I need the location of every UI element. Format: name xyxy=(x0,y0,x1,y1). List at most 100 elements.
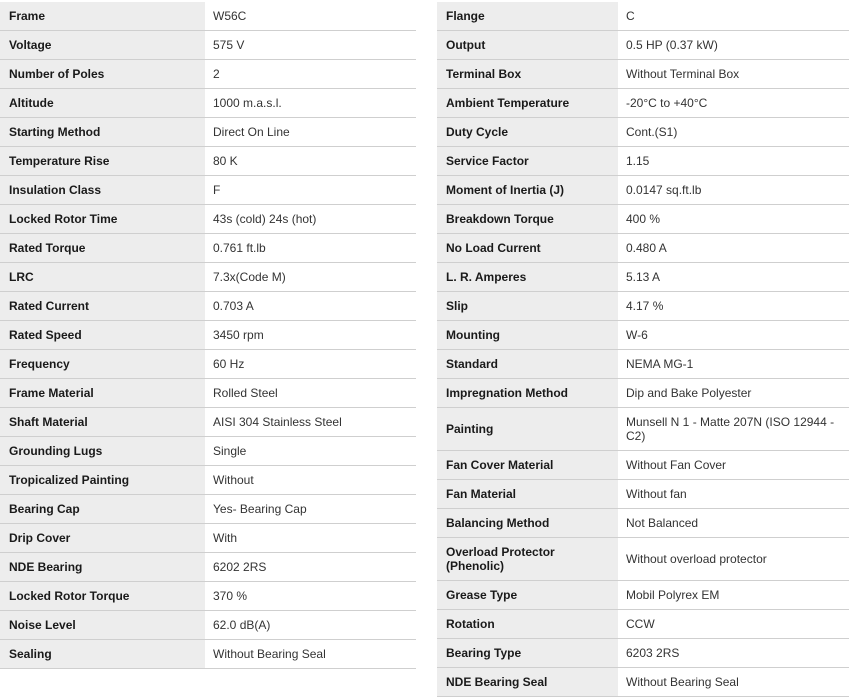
spec-row: Terminal Box Without Terminal Box xyxy=(437,59,849,89)
spec-label: Ambient Temperature xyxy=(437,88,618,118)
spec-label: Frame xyxy=(0,2,205,31)
spec-row: Fan Cover Material Without Fan Cover xyxy=(437,450,849,480)
spec-row: Altitude 1000 m.a.s.l. xyxy=(0,88,416,118)
spec-row: L. R. Amperes 5.13 A xyxy=(437,262,849,292)
spec-row: Voltage 575 V xyxy=(0,30,416,60)
spec-row: LRC 7.3x(Code M) xyxy=(0,262,416,292)
spec-label: Rated Torque xyxy=(0,233,205,263)
spec-value: Single xyxy=(205,436,416,466)
spec-value: 575 V xyxy=(205,30,416,60)
spec-row: Standard NEMA MG-1 xyxy=(437,349,849,379)
spec-value: 43s (cold) 24s (hot) xyxy=(205,204,416,234)
spec-row: Ambient Temperature -20°C to +40°C xyxy=(437,88,849,118)
spec-label: Flange xyxy=(437,2,618,31)
spec-row: Frame Material Rolled Steel xyxy=(0,378,416,408)
spec-row: Drip Cover With xyxy=(0,523,416,553)
spec-value: 60 Hz xyxy=(205,349,416,379)
spec-row: Duty Cycle Cont.(S1) xyxy=(437,117,849,147)
spec-value: Without fan xyxy=(618,479,849,509)
spec-label: Fan Cover Material xyxy=(437,450,618,480)
spec-value: Munsell N 1 - Matte 207N (ISO 12944 - C2… xyxy=(618,407,849,451)
spec-label: NDE Bearing Seal xyxy=(437,667,618,697)
spec-row: Grounding Lugs Single xyxy=(0,436,416,466)
spec-label: Bearing Type xyxy=(437,638,618,668)
spec-value: 0.480 A xyxy=(618,233,849,263)
spec-value: -20°C to +40°C xyxy=(618,88,849,118)
spec-row: Output 0.5 HP (0.37 kW) xyxy=(437,30,849,60)
spec-value: CCW xyxy=(618,609,849,639)
spec-label: Rated Current xyxy=(0,291,205,321)
specs-table-right: Flange C Output 0.5 HP (0.37 kW) Terminal Bo… xyxy=(437,2,849,697)
spec-value: 7.3x(Code M) xyxy=(205,262,416,292)
spec-label: Rated Speed xyxy=(0,320,205,350)
spec-label: Overload Protector (Phenolic) xyxy=(437,537,618,581)
spec-row: NDE Bearing Seal Without Bearing Seal xyxy=(437,667,849,697)
spec-value: Direct On Line xyxy=(205,117,416,147)
spec-row: Shaft Material AISI 304 Stainless Steel xyxy=(0,407,416,437)
spec-value: Without Fan Cover xyxy=(618,450,849,480)
spec-value: Mobil Polyrex EM xyxy=(618,580,849,610)
spec-label: Voltage xyxy=(0,30,205,60)
spec-row: Locked Rotor Torque 370 % xyxy=(0,581,416,611)
spec-label: Moment of Inertia (J) xyxy=(437,175,618,205)
spec-label: Altitude xyxy=(0,88,205,118)
spec-label: No Load Current xyxy=(437,233,618,263)
spec-row: Insulation Class F xyxy=(0,175,416,205)
spec-value: Without Bearing Seal xyxy=(205,639,416,669)
spec-label: Shaft Material xyxy=(0,407,205,437)
spec-row: Service Factor 1.15 xyxy=(437,146,849,176)
spec-value: 370 % xyxy=(205,581,416,611)
spec-value: 4.17 % xyxy=(618,291,849,321)
spec-label: Grease Type xyxy=(437,580,618,610)
spec-label: NDE Bearing xyxy=(0,552,205,582)
spec-value: W-6 xyxy=(618,320,849,350)
spec-value: AISI 304 Stainless Steel xyxy=(205,407,416,437)
spec-label: Fan Material xyxy=(437,479,618,509)
spec-label: Service Factor xyxy=(437,146,618,176)
spec-value: Without overload protector xyxy=(618,537,849,581)
spec-row: Rotation CCW xyxy=(437,609,849,639)
spec-row: Noise Level 62.0 dB(A) xyxy=(0,610,416,640)
spec-row: Painting Munsell N 1 - Matte 207N (ISO 12… xyxy=(437,407,849,451)
spec-value: 0.5 HP (0.37 kW) xyxy=(618,30,849,60)
spec-value: Cont.(S1) xyxy=(618,117,849,147)
spec-label: Bearing Cap xyxy=(0,494,205,524)
spec-value: 0.761 ft.lb xyxy=(205,233,416,263)
specs-table-left: Frame W56C Voltage 575 V Number of Poles 2 Alt… xyxy=(0,2,416,669)
spec-row: Starting Method Direct On Line xyxy=(0,117,416,147)
spec-row: No Load Current 0.480 A xyxy=(437,233,849,263)
spec-label: Locked Rotor Torque xyxy=(0,581,205,611)
spec-label: Painting xyxy=(437,407,618,451)
spec-label: Tropicalized Painting xyxy=(0,465,205,495)
spec-row: Balancing Method Not Balanced xyxy=(437,508,849,538)
spec-row: Sealing Without Bearing Seal xyxy=(0,639,416,669)
spec-value: NEMA MG-1 xyxy=(618,349,849,379)
spec-label: Output xyxy=(437,30,618,60)
spec-row: Overload Protector (Phenolic) Without ove… xyxy=(437,537,849,581)
spec-label: Frequency xyxy=(0,349,205,379)
spec-value: Dip and Bake Polyester xyxy=(618,378,849,408)
spec-value: 400 % xyxy=(618,204,849,234)
spec-row: Flange C xyxy=(437,2,849,31)
spec-row: Rated Speed 3450 rpm xyxy=(0,320,416,350)
spec-value: 1.15 xyxy=(618,146,849,176)
spec-label: Mounting xyxy=(437,320,618,350)
spec-value: 0.703 A xyxy=(205,291,416,321)
spec-label: Noise Level xyxy=(0,610,205,640)
spec-row: Locked Rotor Time 43s (cold) 24s (hot) xyxy=(0,204,416,234)
spec-value: Without Terminal Box xyxy=(618,59,849,89)
spec-row: Number of Poles 2 xyxy=(0,59,416,89)
spec-value: With xyxy=(205,523,416,553)
spec-label: Rotation xyxy=(437,609,618,639)
spec-label: Sealing xyxy=(0,639,205,669)
spec-value: 6203 2RS xyxy=(618,638,849,668)
spec-value: C xyxy=(618,2,849,31)
spec-row: Frame W56C xyxy=(0,2,416,31)
spec-row: Fan Material Without fan xyxy=(437,479,849,509)
spec-label: Slip xyxy=(437,291,618,321)
spec-value: F xyxy=(205,175,416,205)
spec-row: Impregnation Method Dip and Bake Polyeste… xyxy=(437,378,849,408)
spec-value: 80 K xyxy=(205,146,416,176)
spec-value: 62.0 dB(A) xyxy=(205,610,416,640)
spec-value: 2 xyxy=(205,59,416,89)
